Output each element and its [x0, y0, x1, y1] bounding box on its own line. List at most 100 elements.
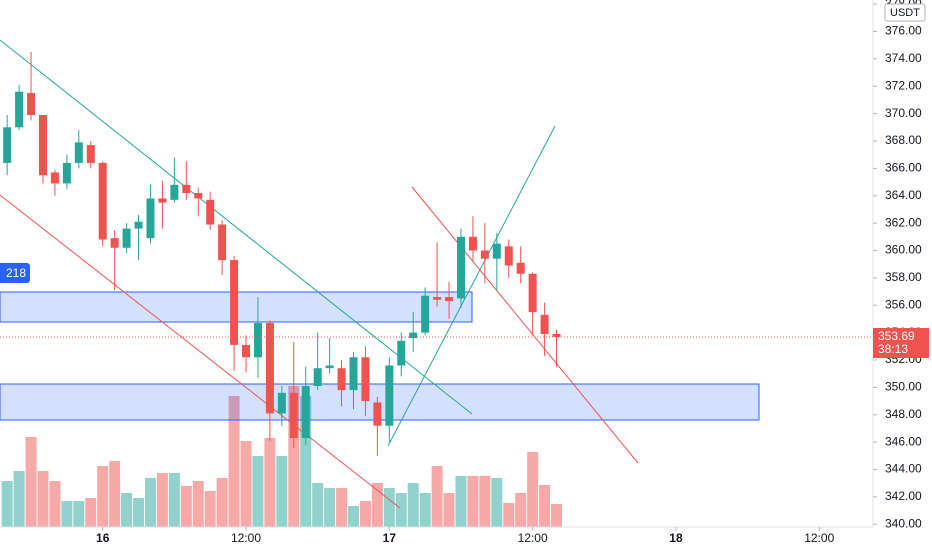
volume-bar — [133, 498, 145, 527]
y-tick-label: 340.00 — [885, 516, 922, 530]
volume-bar — [144, 478, 156, 527]
y-tick-label: 366.00 — [885, 161, 922, 175]
volume-bar — [1, 481, 13, 527]
candle-body — [492, 243, 501, 259]
candle-body — [337, 368, 346, 391]
y-tick-label: 372.00 — [885, 78, 922, 92]
volume-bar — [121, 493, 133, 527]
volume-bar — [407, 483, 419, 527]
trend-line — [0, 194, 401, 509]
y-tick-label: 342.00 — [885, 489, 922, 503]
candle-body — [122, 228, 131, 248]
candle-body — [182, 184, 191, 194]
volume-bar — [37, 471, 49, 527]
y-tick-label: 370.00 — [885, 106, 922, 120]
candle-body — [15, 91, 24, 128]
candle-body — [50, 172, 59, 184]
candle-body — [170, 184, 179, 200]
candle-body — [253, 323, 262, 358]
x-tick-label: 12:00 — [231, 531, 261, 545]
volume-bar — [168, 473, 180, 527]
annotation-label: 218 — [6, 266, 26, 280]
y-tick-label: 350.00 — [885, 380, 922, 394]
volume-bar — [85, 498, 97, 527]
y-tick-label: 344.00 — [885, 462, 922, 476]
candle-body — [230, 260, 239, 345]
volume-bar — [443, 493, 455, 527]
x-tick-label: 18 — [669, 531, 683, 545]
y-tick-label: 356.00 — [885, 297, 922, 311]
x-tick-label: 12:00 — [518, 531, 548, 545]
volume-bar — [467, 476, 479, 527]
volume-bar — [491, 478, 503, 527]
volume-bar — [276, 456, 288, 527]
currency-box — [884, 3, 926, 22]
y-tick-label: 362.00 — [885, 215, 922, 229]
price-label-box — [873, 328, 929, 358]
volume-layer — [1, 386, 563, 527]
volume-bar — [216, 478, 228, 527]
x-tick-label: 16 — [96, 531, 110, 545]
volume-bar — [109, 461, 121, 527]
candle-body — [289, 392, 298, 439]
candle-body — [504, 246, 513, 266]
candle-body — [433, 297, 442, 300]
candle-body — [110, 238, 119, 248]
volume-bar — [25, 437, 37, 527]
candle-body — [158, 198, 167, 203]
countdown-label: 38:13 — [878, 342, 908, 356]
candle-layer — [3, 52, 561, 456]
candle-body — [325, 365, 334, 369]
annotation-box — [0, 263, 30, 283]
volume-bar — [527, 452, 539, 527]
candle-body — [373, 402, 382, 426]
volume-bar — [252, 456, 264, 527]
price-axis — [873, 0, 932, 550]
volume-bar — [61, 501, 73, 527]
candle-body — [98, 162, 107, 240]
y-tick-label: 364.00 — [885, 188, 922, 202]
y-tick-label: 358.00 — [885, 270, 922, 284]
volume-bar — [228, 396, 240, 527]
volume-bar — [336, 488, 348, 527]
y-tick-label: 368.00 — [885, 133, 922, 147]
candle-body — [146, 198, 155, 239]
volume-bar — [300, 396, 312, 527]
candle-body — [265, 323, 274, 414]
volume-bar — [515, 493, 527, 527]
candle-body — [38, 114, 47, 176]
candle-body — [277, 392, 286, 414]
x-tick-label: 17 — [383, 531, 397, 545]
candle-body — [421, 295, 430, 333]
volume-bar — [431, 466, 443, 527]
volume-bar — [204, 491, 216, 527]
candle-body — [385, 365, 394, 426]
x-tick-label: 12:00 — [804, 531, 834, 545]
volume-bar — [347, 506, 359, 527]
candle-body — [349, 357, 358, 391]
candle-body — [397, 340, 406, 366]
candle-body — [301, 386, 310, 439]
trend-line — [387, 125, 556, 447]
volume-bar — [49, 481, 61, 527]
volume-bar — [240, 441, 252, 527]
volume-bar — [324, 488, 336, 527]
volume-bar — [419, 493, 431, 527]
y-tick-label: 376.00 — [885, 24, 922, 38]
volume-bar — [383, 488, 395, 527]
candle-body — [86, 145, 95, 163]
volume-bar — [479, 476, 491, 527]
candle-body — [27, 93, 36, 115]
candle-body — [480, 250, 489, 259]
trend-line — [0, 39, 473, 415]
volume-bar — [503, 503, 515, 527]
volume-bar — [359, 501, 371, 527]
candle-body — [540, 314, 549, 334]
candle-body — [313, 368, 322, 387]
candle-body — [74, 142, 83, 163]
volume-bar — [73, 501, 85, 527]
time-axis — [0, 527, 932, 550]
y-tick-label: 374.00 — [885, 51, 922, 65]
